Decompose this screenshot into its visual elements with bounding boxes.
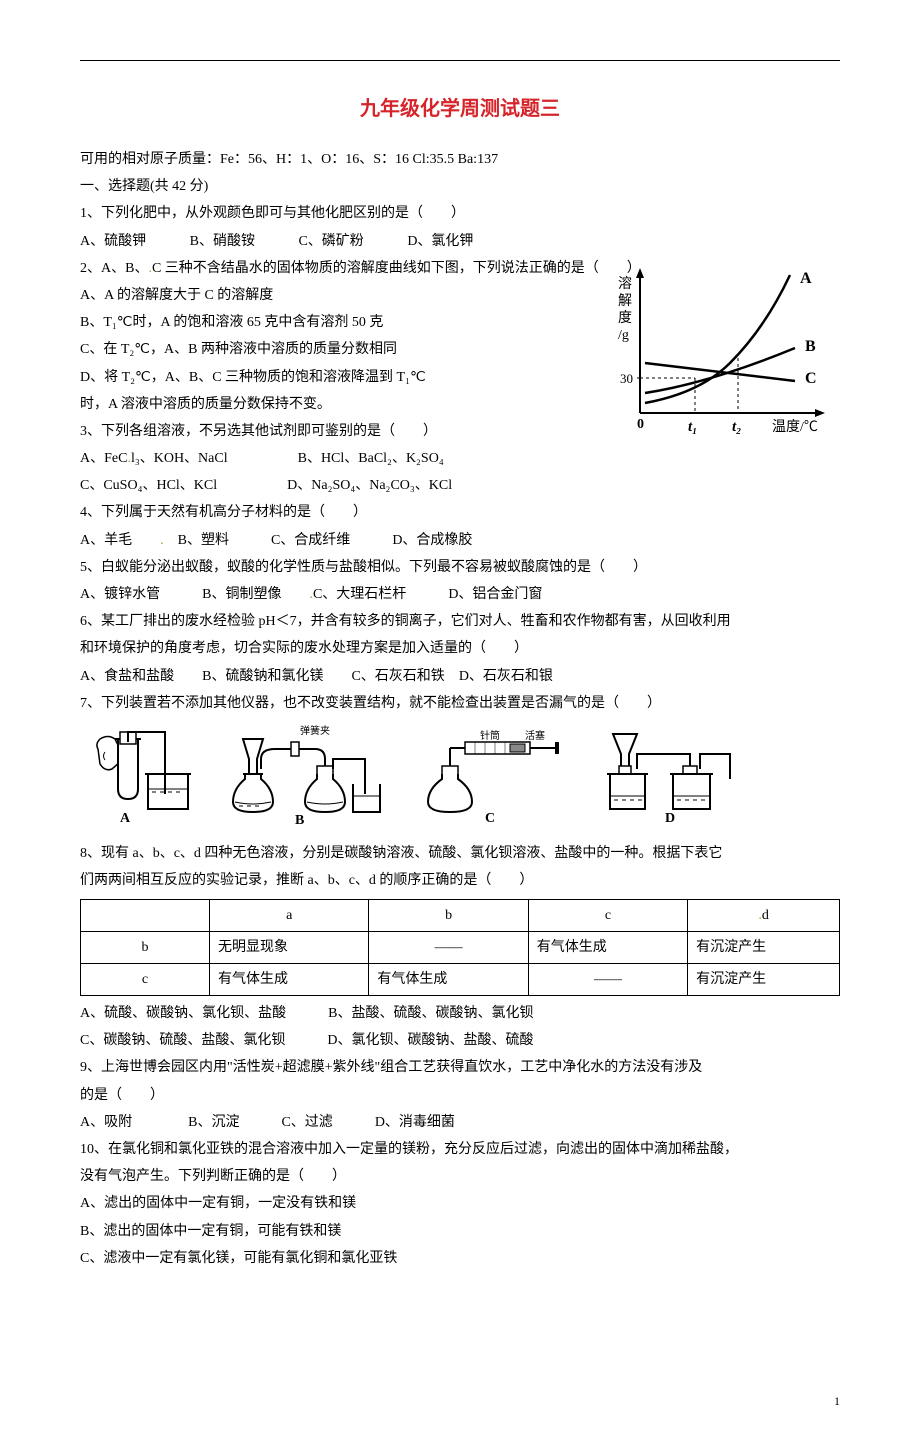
- th-c: c: [528, 899, 687, 931]
- section-heading: 一、选择题(共 42 分): [80, 174, 840, 199]
- q8-opts-row1: A、硫酸、碳酸钠、氯化钡、盐酸 B、盐酸、硫酸、碳酸钠、氯化钡: [80, 1001, 840, 1026]
- q9-opt-b: B、沉淀: [188, 1115, 239, 1130]
- q5-opt-c: C、大理石栏杆: [313, 587, 406, 602]
- q9-options: A、吸附 B、沉淀 C、过滤 D、消毒细菌: [80, 1110, 840, 1135]
- q8-opt-a: A、硫酸、碳酸钠、氯化钡、盐酸: [80, 1006, 286, 1021]
- q4-options: A、羊毛 . B、塑料 C、合成纤维 D、合成橡胶: [80, 528, 840, 553]
- graph-ytick: 30: [620, 371, 633, 386]
- q4-opt-c: C、合成纤维: [271, 533, 350, 548]
- page-title: 九年级化学周测试题三: [80, 91, 840, 127]
- th-b: b: [369, 899, 528, 931]
- q4-stem: 4、下列属于天然有机高分子材料的是（ ）: [80, 500, 840, 525]
- q1-opt-c: C、磷矿粉: [298, 234, 363, 249]
- q5-opt-d: D、铝合金门窗: [448, 587, 542, 602]
- q4-opt-b: B、塑料: [178, 533, 229, 548]
- q6-stem1: 6、某工厂排出的废水经检验 pH＜7，并含有较多的铜离子，它们对人、牲畜和农作物…: [80, 609, 840, 634]
- q5-opt-a: A、镀锌水管: [80, 587, 160, 602]
- th-a: a: [210, 899, 369, 931]
- apparatus-c: 针筒 活塞 C: [410, 724, 570, 833]
- graph-ylabel3: 度: [618, 310, 632, 326]
- q6-options: A、食盐和盐酸 B、硫酸钠和氯化镁 C、石灰石和铁 D、石灰石和银: [80, 664, 840, 689]
- q4-opt-d: D、合成橡胶: [392, 533, 472, 548]
- apparatus-a: A: [90, 724, 200, 833]
- apparatus-row: A 弹簧夹: [80, 724, 840, 833]
- graph-ylabel4: /g: [618, 328, 629, 343]
- q3-opt-d: D、Na₂SO₄、Na₂CO₃、KCl: [287, 478, 452, 493]
- q7-stem: 7、下列装置若不添加其他仪器，也不改变装置结构，就不能检查出装置是否漏气的是（ …: [80, 691, 840, 716]
- solubility-graph: 溶 解 度 /g 30 A B C 0 t₁ t₂ 温度/℃: [610, 263, 840, 452]
- q8-opt-b: B、盐酸、硫酸、碳酸钠、氯化钡: [328, 1006, 533, 1021]
- q5-options: A、镀锌水管 B、铜制塑像 .C、大理石栏杆 D、铝合金门窗: [80, 582, 840, 607]
- q1-opt-d: D、氯化钾: [407, 234, 473, 249]
- th-d: .d: [688, 899, 840, 931]
- svg-text:A: A: [120, 811, 131, 824]
- q9-opt-d: D、消毒细菌: [375, 1115, 455, 1130]
- q9-opt-a: A、吸附: [80, 1115, 132, 1130]
- q6-stem2: 和环境保护的角度考虑，切合实际的废水处理方案是加入适量的（ ）: [80, 636, 840, 661]
- q8-stem2: 们两两间相互反应的实验记录，推断 a、b、c、d 的顺序正确的是（ ）: [80, 868, 840, 893]
- q10-opt-c: C、滤液中一定有氯化镁，可能有氯化铜和氯化亚铁: [80, 1246, 840, 1271]
- q9-stem1: 9、上海世博会园区内用"活性炭+超滤膜+紫外线"组合工艺获得直饮水，工艺中净化水…: [80, 1055, 840, 1080]
- q6-opt-d: D、石灰石和银: [459, 669, 553, 684]
- th-blank: [81, 899, 210, 931]
- svg-text:针筒: 针筒: [480, 729, 500, 742]
- q6-opt-b: B、硫酸钠和氯化镁: [202, 669, 323, 684]
- q6-opt-c: C、石灰石和铁: [351, 669, 444, 684]
- svg-text:C: C: [485, 811, 495, 824]
- q6-opt-a: A、食盐和盐酸: [80, 669, 174, 684]
- svg-text:活塞: 活塞: [525, 729, 545, 742]
- q5-stem: 5、白蚁能分泌出蚁酸，蚁酸的化学性质与盐酸相似。下列最不容易被蚁酸腐蚀的是（ ）: [80, 555, 840, 580]
- q8-opt-c: C、碳酸钠、硫酸、盐酸、氯化钡: [80, 1033, 285, 1048]
- q10-opt-b: B、滤出的固体中一定有铜，可能有铁和镁: [80, 1219, 840, 1244]
- graph-curve-b: B: [805, 338, 816, 355]
- q9-opt-c: C、过滤: [281, 1115, 332, 1130]
- graph-ylabel2: 解: [618, 293, 632, 309]
- q1-options: A、硫酸钾 B、硝酸铵 C、磷矿粉 D、氯化钾: [80, 229, 840, 254]
- q10-stem2: 没有气泡产生。下列判断正确的是（ ）: [80, 1164, 840, 1189]
- graph-curve-a: A: [800, 270, 812, 287]
- svg-text:B: B: [295, 813, 304, 824]
- q8-stem1: 8、现有 a、b、c、d 四种无色溶液，分别是碳酸钠溶液、硫酸、氯化钡溶液、盐酸…: [80, 841, 840, 866]
- table-row: c 有气体生成 有气体生成 —— 有沉淀产生: [81, 963, 840, 995]
- q3-opts-row2: C、CuSO₄、HCl、KCl D、Na₂SO₄、Na₂CO₃、KCl: [80, 473, 840, 498]
- table-row: b 无明显现象 —— 有气体生成 有沉淀产生: [81, 931, 840, 963]
- q5-opt-b: B、铜制塑像: [202, 587, 281, 602]
- q1-stem: 1、下列化肥中，从外观颜色即可与其他化肥区别的是（ ）: [80, 201, 840, 226]
- q8-table: a b c .d b 无明显现象 —— 有气体生成 有沉淀产生 c 有气体生成 …: [80, 899, 840, 997]
- graph-xtick2: t₂: [732, 419, 741, 435]
- q1-opt-a: A、硫酸钾: [80, 234, 146, 249]
- graph-curve-c: C: [805, 370, 817, 387]
- q1-opt-b: B、硝酸铵: [190, 234, 255, 249]
- q10-opt-a: A、滤出的固体中一定有铜，一定没有铁和镁: [80, 1191, 840, 1216]
- q9-stem2: 的是（ ）: [80, 1083, 840, 1108]
- svg-text:0: 0: [637, 417, 644, 432]
- graph-xlabel: 温度/℃: [772, 419, 818, 435]
- header-rule: [80, 60, 840, 61]
- q3-opt-c: C、CuSO₄、HCl、KCl: [80, 478, 217, 493]
- page-number: 1: [80, 1391, 840, 1413]
- apparatus-b: 弹簧夹 B: [225, 724, 385, 833]
- q8-opts-row2: C、碳酸钠、硫酸、盐酸、氯化钡 D、氯化钡、碳酸钠、盐酸、硫酸: [80, 1028, 840, 1053]
- graph-xtick1: t₁: [688, 419, 697, 435]
- apparatus-d: D: [595, 724, 745, 833]
- q10-stem1: 10、在氯化铜和氯化亚铁的混合溶液中加入一定量的镁粉，充分反应后过滤，向滤出的固…: [80, 1137, 840, 1162]
- svg-text:D: D: [665, 811, 675, 824]
- q8-opt-d: D、氯化钡、碳酸钠、盐酸、硫酸: [327, 1033, 533, 1048]
- svg-text:弹簧夹: 弹簧夹: [300, 724, 330, 737]
- atomic-mass-info: 可用的相对原子质量：Fe：56、H：1、O：16、S：16 Cl:35.5 Ba…: [80, 147, 840, 172]
- q4-opt-a: A、羊毛: [80, 533, 132, 548]
- content-area: 可用的相对原子质量：Fe：56、H：1、O：16、S：16 Cl:35.5 Ba…: [80, 147, 840, 1413]
